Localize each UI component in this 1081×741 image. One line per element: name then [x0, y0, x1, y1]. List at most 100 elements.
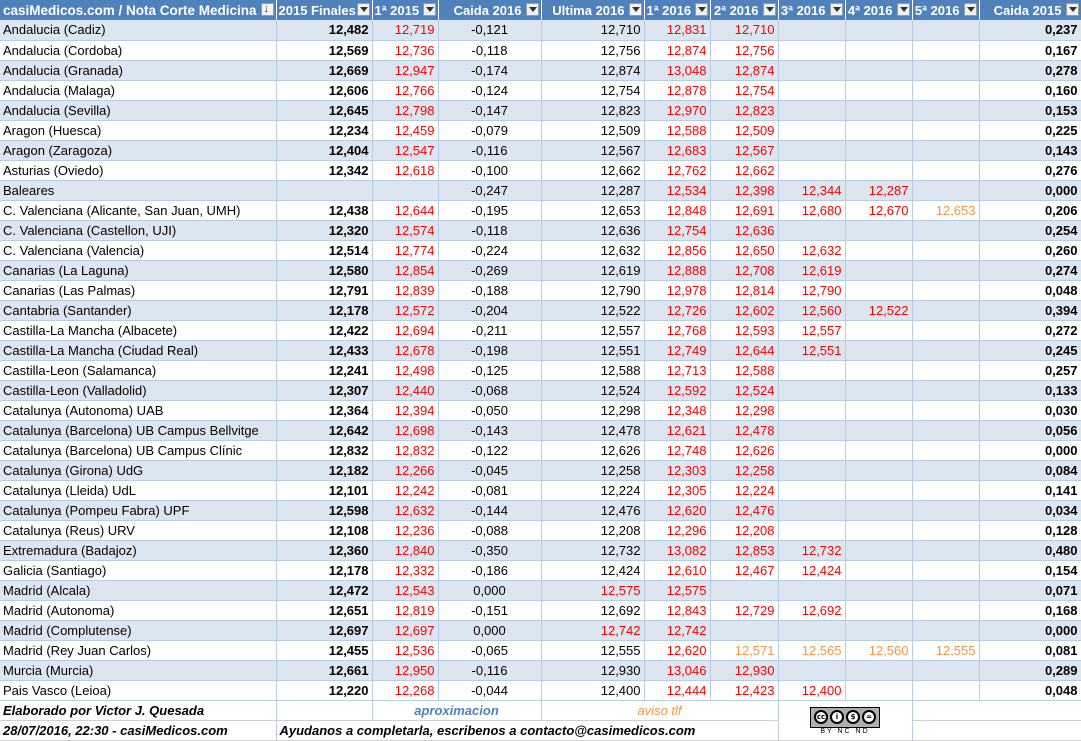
- drop-2016[interactable]: -0,143: [438, 420, 542, 441]
- final-2015[interactable]: 12,606: [276, 80, 373, 101]
- header-2015-finales[interactable]: 2015 Finales: [276, 0, 373, 20]
- first-list-2015[interactable]: 12,840: [372, 540, 439, 561]
- list-3-2016[interactable]: [778, 500, 846, 521]
- drop-2016[interactable]: -0,122: [438, 440, 542, 461]
- list-1-2016[interactable]: 12,754: [644, 220, 711, 241]
- list-2-2016[interactable]: [710, 620, 779, 641]
- drop-2016[interactable]: -0,195: [438, 200, 542, 221]
- list-5-2016[interactable]: [912, 60, 980, 81]
- list-2-2016[interactable]: 12,224: [710, 480, 779, 501]
- university-name[interactable]: Aragon (Zaragoza): [0, 140, 277, 161]
- list-3-2016[interactable]: [778, 40, 846, 61]
- list-1-2016[interactable]: 12,296: [644, 520, 711, 541]
- last-2016[interactable]: 12,790: [541, 280, 645, 301]
- university-name[interactable]: Castilla-Leon (Valladolid): [0, 380, 277, 401]
- first-list-2015[interactable]: 12,697: [372, 620, 439, 641]
- header-3-2016[interactable]: 3ª 2016: [778, 0, 846, 20]
- list-1-2016[interactable]: 12,878: [644, 80, 711, 101]
- list-4-2016[interactable]: [845, 600, 913, 621]
- first-list-2015[interactable]: 12,618: [372, 160, 439, 181]
- drop-2016[interactable]: 0,000: [438, 620, 542, 641]
- list-2-2016[interactable]: 12,467: [710, 560, 779, 581]
- drop-2016[interactable]: -0,116: [438, 660, 542, 681]
- list-5-2016[interactable]: [912, 220, 980, 241]
- last-2016[interactable]: 12,619: [541, 260, 645, 281]
- drop-2016[interactable]: -0,211: [438, 320, 542, 341]
- first-list-2015[interactable]: 12,766: [372, 80, 439, 101]
- list-3-2016[interactable]: 12,732: [778, 540, 846, 561]
- final-2015[interactable]: 12,645: [276, 100, 373, 121]
- drop-2016[interactable]: -0,188: [438, 280, 542, 301]
- drop-2016[interactable]: -0,186: [438, 560, 542, 581]
- first-list-2015[interactable]: 12,644: [372, 200, 439, 221]
- first-list-2015[interactable]: 12,242: [372, 480, 439, 501]
- final-2015[interactable]: 12,569: [276, 40, 373, 61]
- drop-2016[interactable]: -0,068: [438, 380, 542, 401]
- list-3-2016[interactable]: 12,619: [778, 260, 846, 281]
- list-1-2016[interactable]: 12,749: [644, 340, 711, 361]
- last-2016[interactable]: 12,930: [541, 660, 645, 681]
- drop-2016[interactable]: -0,088: [438, 520, 542, 541]
- university-name[interactable]: Pais Vasco (Leioa): [0, 680, 277, 701]
- last-2016[interactable]: 12,509: [541, 120, 645, 141]
- list-2-2016[interactable]: 12,710: [710, 20, 779, 41]
- list-4-2016[interactable]: [845, 140, 913, 161]
- last-2016[interactable]: 12,742: [541, 620, 645, 641]
- list-2-2016[interactable]: 12,756: [710, 40, 779, 61]
- final-2015[interactable]: 12,364: [276, 400, 373, 421]
- list-1-2016[interactable]: 12,610: [644, 560, 711, 581]
- list-1-2016[interactable]: 12,348: [644, 400, 711, 421]
- list-4-2016[interactable]: [845, 380, 913, 401]
- first-list-2015[interactable]: 12,266: [372, 460, 439, 481]
- list-3-2016[interactable]: [778, 620, 846, 641]
- drop-2015[interactable]: 0,153: [979, 100, 1081, 121]
- list-2-2016[interactable]: 12,650: [710, 240, 779, 261]
- list-5-2016[interactable]: [912, 40, 980, 61]
- final-2015[interactable]: 12,580: [276, 260, 373, 281]
- first-list-2015[interactable]: 12,236: [372, 520, 439, 541]
- list-4-2016[interactable]: 12,670: [845, 200, 913, 221]
- list-1-2016[interactable]: 12,726: [644, 300, 711, 321]
- university-name[interactable]: C. Valenciana (Valencia): [0, 240, 277, 261]
- filter-dropdown-icon[interactable]: [422, 3, 436, 16]
- list-2-2016[interactable]: 12,754: [710, 80, 779, 101]
- drop-2015[interactable]: 0,056: [979, 420, 1081, 441]
- list-3-2016[interactable]: 12,790: [778, 280, 846, 301]
- list-3-2016[interactable]: 12,680: [778, 200, 846, 221]
- list-2-2016[interactable]: 12,298: [710, 400, 779, 421]
- drop-2016[interactable]: -0,050: [438, 400, 542, 421]
- list-1-2016[interactable]: 13,048: [644, 60, 711, 81]
- final-2015[interactable]: 12,791: [276, 280, 373, 301]
- list-5-2016[interactable]: [912, 380, 980, 401]
- list-2-2016[interactable]: 12,398: [710, 180, 779, 201]
- list-4-2016[interactable]: [845, 320, 913, 341]
- last-2016[interactable]: 12,710: [541, 20, 645, 41]
- university-name[interactable]: Cantabria (Santander): [0, 300, 277, 321]
- drop-2015[interactable]: 0,260: [979, 240, 1081, 261]
- list-3-2016[interactable]: 12,692: [778, 600, 846, 621]
- final-2015[interactable]: 12,220: [276, 680, 373, 701]
- final-2015[interactable]: 12,342: [276, 160, 373, 181]
- list-1-2016[interactable]: 12,620: [644, 640, 711, 661]
- list-3-2016[interactable]: [778, 360, 846, 381]
- final-2015[interactable]: 12,669: [276, 60, 373, 81]
- last-2016[interactable]: 12,626: [541, 440, 645, 461]
- university-name[interactable]: Aragon (Huesca): [0, 120, 277, 141]
- drop-2015[interactable]: 0,000: [979, 620, 1081, 641]
- first-list-2015[interactable]: 12,736: [372, 40, 439, 61]
- list-1-2016[interactable]: 12,621: [644, 420, 711, 441]
- university-name[interactable]: Murcia (Murcia): [0, 660, 277, 681]
- last-2016[interactable]: 12,208: [541, 520, 645, 541]
- list-3-2016[interactable]: [778, 140, 846, 161]
- filter-dropdown-icon[interactable]: [1065, 3, 1079, 16]
- drop-2015[interactable]: 0,081: [979, 640, 1081, 661]
- drop-2015[interactable]: 0,141: [979, 480, 1081, 501]
- list-2-2016[interactable]: 12,588: [710, 360, 779, 381]
- list-3-2016[interactable]: [778, 480, 846, 501]
- last-2016[interactable]: 12,551: [541, 340, 645, 361]
- filter-dropdown-icon[interactable]: [963, 3, 977, 16]
- first-list-2015[interactable]: 12,268: [372, 680, 439, 701]
- list-4-2016[interactable]: [845, 620, 913, 641]
- list-3-2016[interactable]: 12,560: [778, 300, 846, 321]
- final-2015[interactable]: 12,472: [276, 580, 373, 601]
